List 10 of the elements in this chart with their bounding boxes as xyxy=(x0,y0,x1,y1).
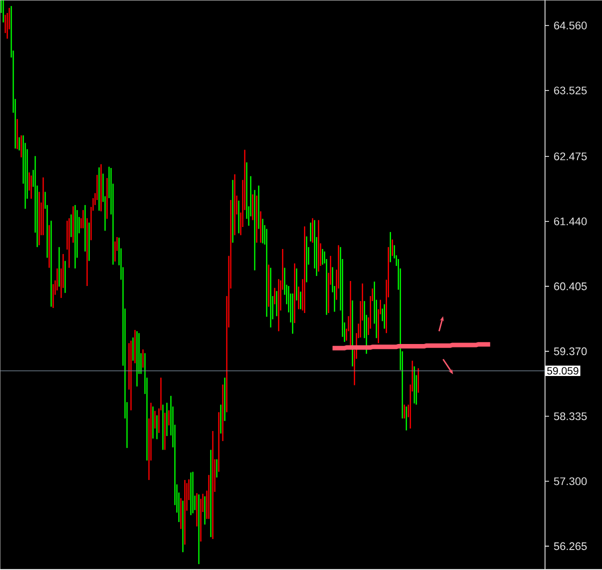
ref-line-label: 59.059 xyxy=(547,367,578,375)
y-tick-label: 63.525 xyxy=(554,86,587,95)
y-tick-label: 64.560 xyxy=(554,22,587,30)
y-tick-label: 60.405 xyxy=(554,282,587,290)
y-tick-label: 59.370 xyxy=(554,348,587,356)
y-tick-label: 62.475 xyxy=(554,152,587,161)
y-tick-label: 56.265 xyxy=(554,542,587,550)
y-tick-label: 58.335 xyxy=(554,412,587,420)
y-tick-label: 57.300 xyxy=(554,478,587,486)
y-tick-label: 61.440 xyxy=(554,218,587,226)
